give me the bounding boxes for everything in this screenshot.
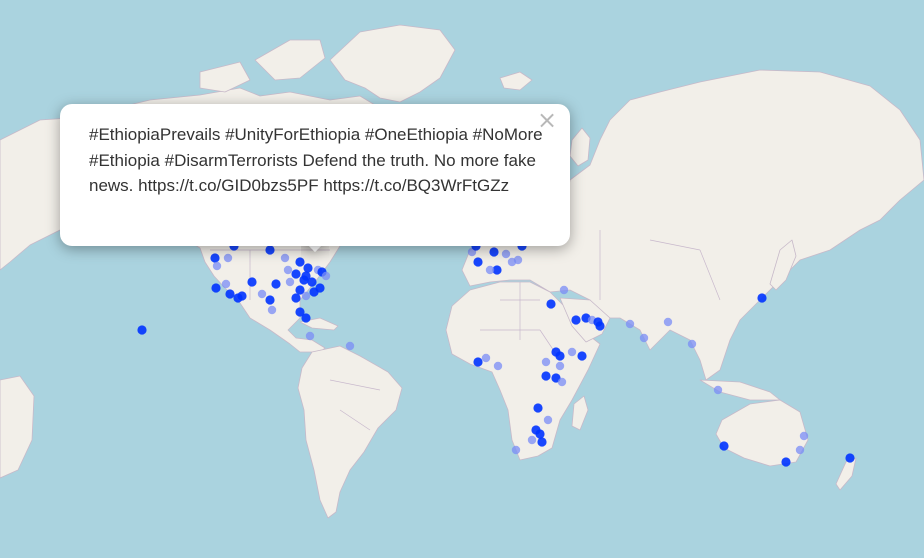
tweet-marker[interactable] xyxy=(537,437,547,447)
tweet-marker[interactable] xyxy=(567,347,577,357)
tweet-marker[interactable] xyxy=(309,287,319,297)
tweet-markers xyxy=(137,241,855,467)
close-icon[interactable]: × xyxy=(536,106,558,134)
tweet-marker[interactable] xyxy=(305,331,315,341)
tweet-marker[interactable] xyxy=(291,293,301,303)
antarctic-peninsula-land xyxy=(0,375,35,479)
indonesia-land xyxy=(699,379,781,401)
tweet-marker[interactable] xyxy=(513,255,523,265)
tweet-marker[interactable] xyxy=(533,403,543,413)
tweet-marker[interactable] xyxy=(233,293,243,303)
tweet-popup: × #EthiopiaPrevails #UnityForEthiopia #O… xyxy=(60,104,570,246)
tweet-marker[interactable] xyxy=(531,425,541,435)
tweet-marker[interactable] xyxy=(663,317,673,327)
tweet-marker[interactable] xyxy=(307,277,317,287)
tweet-marker[interactable] xyxy=(299,275,309,285)
tweet-marker[interactable] xyxy=(713,385,723,395)
africa-land xyxy=(445,281,601,461)
tweet-marker[interactable] xyxy=(845,453,855,463)
tweet-marker[interactable] xyxy=(291,269,301,279)
tweet-marker[interactable] xyxy=(221,279,231,289)
iceland-land xyxy=(499,71,533,91)
australia-land xyxy=(715,399,809,467)
tweet-marker[interactable] xyxy=(481,353,491,363)
tweet-marker[interactable] xyxy=(493,361,503,371)
tweet-marker[interactable] xyxy=(210,253,220,263)
tweet-marker[interactable] xyxy=(492,265,502,275)
tweet-marker[interactable] xyxy=(473,257,483,267)
south-america-land xyxy=(297,345,403,519)
british-isles-land xyxy=(569,127,591,167)
tweet-marker[interactable] xyxy=(555,361,565,371)
tweet-marker[interactable] xyxy=(283,265,293,275)
tweet-marker[interactable] xyxy=(137,325,147,335)
greenland-land xyxy=(329,24,456,103)
new-zealand-land xyxy=(835,457,857,491)
tweet-marker[interactable] xyxy=(577,351,587,361)
tweet-marker[interactable] xyxy=(280,253,290,263)
tweet-marker[interactable] xyxy=(257,289,267,299)
tweet-marker[interactable] xyxy=(719,441,729,451)
tweet-marker[interactable] xyxy=(781,457,791,467)
tweet-marker[interactable] xyxy=(527,435,537,445)
tweet-marker[interactable] xyxy=(265,295,275,305)
tweet-marker[interactable] xyxy=(247,277,257,287)
tweet-marker[interactable] xyxy=(301,313,311,323)
tweet-marker[interactable] xyxy=(541,371,551,381)
tweet-marker[interactable] xyxy=(485,265,495,275)
japan-land xyxy=(769,239,797,291)
tweet-marker[interactable] xyxy=(271,279,281,289)
tweet-marker[interactable] xyxy=(321,271,331,281)
tweet-marker[interactable] xyxy=(639,333,649,343)
tweet-marker[interactable] xyxy=(595,321,605,331)
tweet-marker[interactable] xyxy=(757,293,767,303)
tweet-marker[interactable] xyxy=(559,285,569,295)
tweet-marker[interactable] xyxy=(541,357,551,367)
tweet-marker[interactable] xyxy=(345,341,355,351)
tweet-marker[interactable] xyxy=(285,277,295,287)
tweet-marker[interactable] xyxy=(212,261,222,271)
tweet-marker[interactable] xyxy=(795,445,805,455)
tweet-marker[interactable] xyxy=(473,357,483,367)
tweet-marker[interactable] xyxy=(555,351,565,361)
caribbean-land xyxy=(299,317,339,331)
tweet-marker[interactable] xyxy=(543,415,553,425)
tweet-marker[interactable] xyxy=(295,307,305,317)
tweet-marker[interactable] xyxy=(511,445,521,455)
tweet-marker[interactable] xyxy=(557,377,567,387)
tweet-marker[interactable] xyxy=(501,249,511,259)
tweet-marker[interactable] xyxy=(295,285,305,295)
eurasia-land xyxy=(461,69,924,381)
tweet-marker[interactable] xyxy=(265,245,275,255)
tweet-marker[interactable] xyxy=(799,431,809,441)
tweet-marker[interactable] xyxy=(267,305,277,315)
tweet-marker[interactable] xyxy=(546,299,556,309)
madagascar-land xyxy=(571,395,589,431)
arctic-islands-land xyxy=(254,39,326,81)
tweet-marker[interactable] xyxy=(223,253,233,263)
tweet-marker[interactable] xyxy=(489,247,499,257)
tweet-marker[interactable] xyxy=(211,283,221,293)
tweet-marker[interactable] xyxy=(571,315,581,325)
tweet-marker[interactable] xyxy=(625,319,635,329)
tweet-text: #EthiopiaPrevails #UnityForEthiopia #One… xyxy=(89,125,543,195)
tweet-marker[interactable] xyxy=(687,339,697,349)
tweet-marker[interactable] xyxy=(225,289,235,299)
tweet-marker[interactable] xyxy=(301,291,311,301)
arctic-islands-land-2 xyxy=(199,61,251,93)
